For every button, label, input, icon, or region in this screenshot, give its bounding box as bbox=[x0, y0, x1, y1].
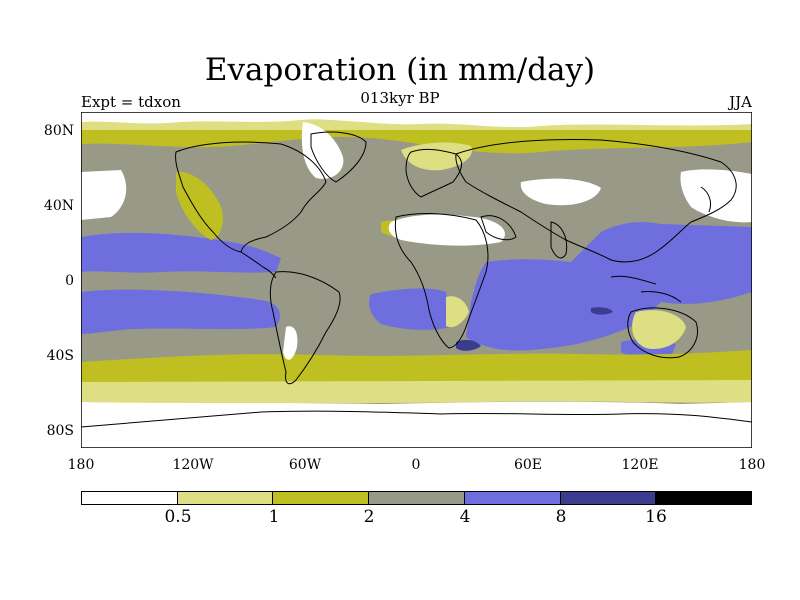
lon-label-180w: 180 bbox=[67, 457, 95, 473]
plot-title: Evaporation (in mm/day) bbox=[204, 52, 596, 88]
lon-label-120w: 120W bbox=[172, 457, 214, 473]
colorbar-segment-6 bbox=[656, 492, 752, 504]
lon-label-180e: 180 bbox=[738, 457, 766, 473]
colorbar-segment-5 bbox=[560, 492, 657, 504]
colorbar bbox=[81, 491, 752, 505]
colorbar-segment-4 bbox=[464, 492, 561, 504]
colorbar-segment-3 bbox=[369, 492, 465, 504]
lat-label-0: 0 bbox=[65, 273, 74, 289]
season-label: JJA bbox=[729, 93, 752, 111]
colorbar-label-1: 1 bbox=[268, 507, 280, 527]
colorbar-segment-0 bbox=[82, 492, 178, 504]
lat-label-80n: 80N bbox=[43, 123, 74, 139]
colorbar-label-16: 16 bbox=[645, 507, 667, 527]
lat-label-80s: 80S bbox=[46, 423, 74, 439]
lon-label-0: 0 bbox=[411, 457, 421, 473]
experiment-label: Expt = tdxon bbox=[81, 93, 181, 111]
evaporation-map bbox=[81, 112, 752, 448]
coastlines bbox=[81, 131, 752, 428]
lon-label-60w: 60W bbox=[288, 457, 322, 473]
colorbar-label-8: 8 bbox=[555, 507, 567, 527]
lat-label-40s: 40S bbox=[46, 348, 74, 364]
plot-subtitle: 013kyr BP bbox=[360, 89, 440, 107]
colorbar-label-4: 4 bbox=[459, 507, 471, 527]
colorbar-label-0.5: 0.5 bbox=[164, 507, 192, 527]
lon-label-60e: 60E bbox=[513, 457, 543, 473]
colorbar-segment-1 bbox=[177, 492, 274, 504]
colorbar-segment-2 bbox=[273, 492, 370, 504]
very-high-evaporation-zones bbox=[456, 307, 613, 351]
colorbar-label-2: 2 bbox=[363, 507, 375, 527]
lat-label-40n: 40N bbox=[43, 198, 74, 214]
lon-label-120e: 120E bbox=[621, 457, 659, 473]
